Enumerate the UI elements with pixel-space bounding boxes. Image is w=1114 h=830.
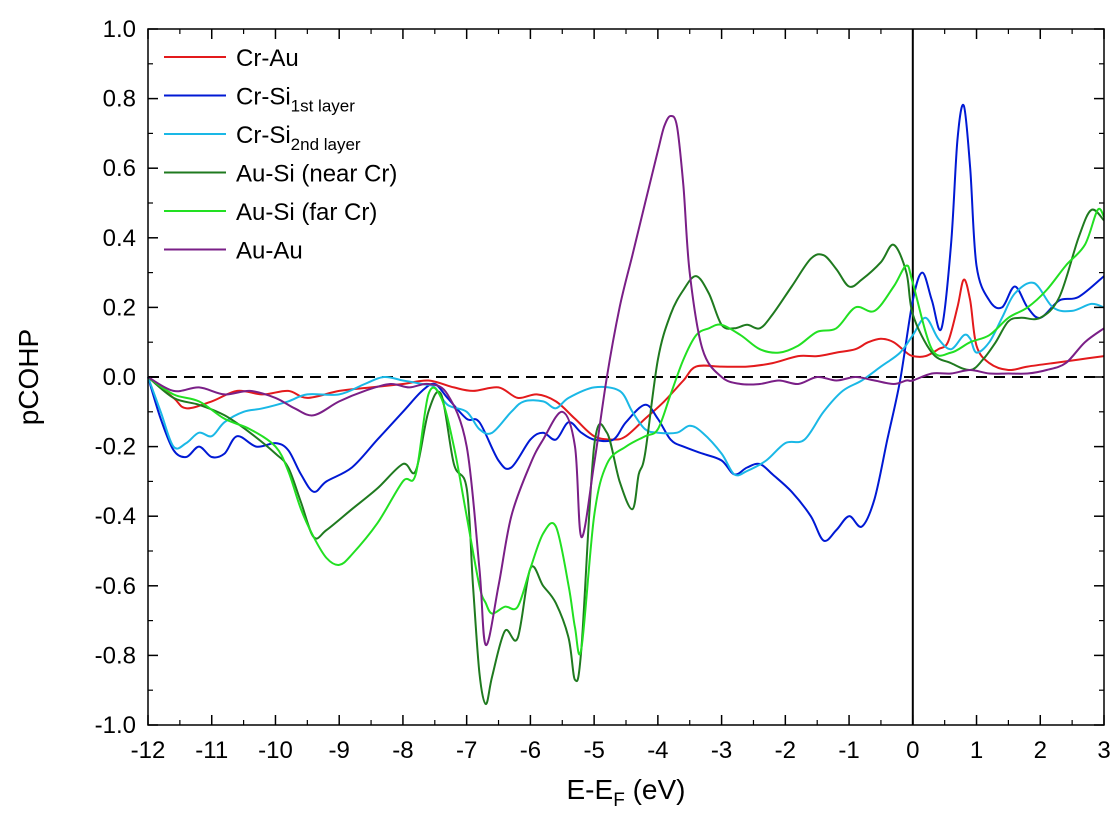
y-tick-label: -0.6 xyxy=(95,573,136,600)
legend-entry-1: Cr-Au xyxy=(236,45,299,72)
x-tick-label: -6 xyxy=(520,737,541,764)
series-line-4 xyxy=(147,208,1105,706)
legend-entry-4: Au-Si (near Cr) xyxy=(236,161,397,188)
x-axis-title-suffix: (eV) xyxy=(625,774,686,805)
series-line-6 xyxy=(147,114,1105,647)
y-tick-labels: -1.0 -0.8 -0.6 -0.4 -0.2 0.0 0.2 0.4 0.6 0.8 1.0 xyxy=(95,16,136,739)
series-line-5 xyxy=(147,207,1105,656)
axis-ticks xyxy=(147,28,1105,726)
x-axis-title: E-EF (eV) xyxy=(567,774,686,811)
x-tick-labels: -12 -11 -10 -9 -8 -7 -6 -5 -4 -3 -2 -1 0 1 2 3 xyxy=(131,737,1111,764)
x-tick-label: 3 xyxy=(1097,737,1110,764)
y-tick-label: -0.8 xyxy=(95,642,136,669)
x-tick-label: 1 xyxy=(970,737,983,764)
series-line-2 xyxy=(147,103,1105,542)
x-tick-label: -7 xyxy=(456,737,477,764)
legend-entry-5: Au-Si (far Cr) xyxy=(236,199,377,226)
y-tick-label: 0.4 xyxy=(103,225,136,252)
y-tick-label: -0.4 xyxy=(95,503,136,530)
y-tick-label: 0.0 xyxy=(103,364,136,391)
x-tick-label: -5 xyxy=(583,737,604,764)
x-tick-label: -12 xyxy=(131,737,166,764)
x-tick-label: -4 xyxy=(647,737,668,764)
x-axis-title-sub: F xyxy=(613,790,625,811)
y-tick-label: -0.2 xyxy=(95,434,136,461)
legend: Cr-Au Cr-Si1st layer Cr-Si2nd layer Au-Si (… xyxy=(164,45,397,265)
legend-entry-3: Cr-Si2nd layer xyxy=(236,122,361,154)
x-tick-label: 2 xyxy=(1034,737,1047,764)
x-tick-label: 0 xyxy=(906,737,919,764)
series-line-3 xyxy=(147,281,1105,477)
series-lines xyxy=(147,103,1105,706)
x-tick-label: -8 xyxy=(392,737,413,764)
reference-lines xyxy=(148,29,1104,725)
y-tick-label: 0.8 xyxy=(103,86,136,113)
x-tick-label: -3 xyxy=(711,737,732,764)
y-tick-label: 1.0 xyxy=(103,16,136,43)
y-axis-title: pCOHP xyxy=(13,329,44,425)
y-tick-label: 0.2 xyxy=(103,294,136,321)
y-tick-label: -1.0 xyxy=(95,712,136,739)
x-tick-label: -2 xyxy=(775,737,796,764)
legend-entry-6: Au-Au xyxy=(236,238,303,265)
x-axis-title-main: E-E xyxy=(567,774,614,805)
x-tick-label: -10 xyxy=(258,737,293,764)
x-tick-label: -11 xyxy=(195,737,228,764)
x-tick-label: -1 xyxy=(838,737,859,764)
x-tick-label: -9 xyxy=(329,737,350,764)
y-tick-label: 0.6 xyxy=(103,155,136,182)
legend-entry-2: Cr-Si1st layer xyxy=(236,84,355,116)
series-line-1 xyxy=(147,278,1105,441)
